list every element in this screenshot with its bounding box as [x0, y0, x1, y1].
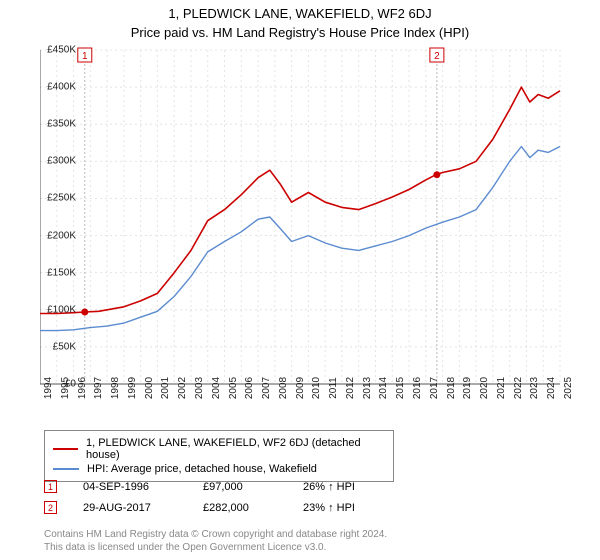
x-tick-label: 2022 [513, 377, 524, 399]
marker-row: 2 29-AUG-2017£282,00023% ↑ HPI [44, 497, 403, 518]
x-tick-label: 1998 [110, 377, 121, 399]
marker-pct: 26% ↑ HPI [303, 481, 403, 493]
x-tick-label: 1995 [60, 377, 71, 399]
marker-price: £282,000 [203, 502, 303, 514]
x-tick-label: 2021 [496, 377, 507, 399]
marker-date: 29-AUG-2017 [83, 502, 203, 514]
x-tick-label: 2019 [462, 377, 473, 399]
svg-text:2: 2 [434, 51, 440, 62]
legend-item: HPI: Average price, detached house, Wake… [53, 462, 385, 476]
x-tick-label: 2017 [429, 377, 440, 399]
chart-svg: 12 [40, 44, 600, 414]
x-tick-label: 2010 [311, 377, 322, 399]
marker-badge: 2 [44, 501, 57, 514]
marker-date: 04-SEP-1996 [83, 481, 203, 493]
y-tick-label: £150K [47, 267, 76, 278]
marker-pct: 23% ↑ HPI [303, 502, 403, 514]
x-tick-label: 2008 [278, 377, 289, 399]
x-tick-label: 2011 [328, 377, 339, 399]
chart-container: 1, PLEDWICK LANE, WAKEFIELD, WF2 6DJ Pri… [0, 0, 600, 560]
x-tick-label: 2000 [144, 377, 155, 399]
x-tick-label: 2023 [529, 377, 540, 399]
legend-swatch [53, 448, 78, 450]
marker-badge: 1 [44, 480, 57, 493]
x-tick-label: 2001 [160, 377, 171, 399]
y-tick-label: £100K [47, 304, 76, 315]
x-tick-label: 2009 [295, 377, 306, 399]
x-tick-label: 2013 [362, 377, 373, 399]
legend-label: HPI: Average price, detached house, Wake… [87, 463, 317, 475]
y-tick-label: £50K [53, 341, 76, 352]
x-tick-label: 1997 [93, 377, 104, 399]
x-tick-label: 2007 [261, 377, 272, 399]
chart-area: 12 £0£50K£100K£150K£200K£250K£300K£350K£… [40, 44, 600, 414]
svg-text:1: 1 [82, 51, 88, 62]
legend-swatch [53, 468, 79, 470]
x-tick-label: 2005 [228, 377, 239, 399]
x-tick-label: 1996 [77, 377, 88, 399]
x-tick-label: 2012 [345, 377, 356, 399]
y-tick-label: £400K [47, 82, 76, 93]
x-tick-label: 2006 [244, 377, 255, 399]
chart-title-address: 1, PLEDWICK LANE, WAKEFIELD, WF2 6DJ [0, 0, 600, 21]
x-tick-label: 2024 [546, 377, 557, 399]
x-tick-label: 2004 [211, 377, 222, 399]
marker-price: £97,000 [203, 481, 303, 493]
legend: 1, PLEDWICK LANE, WAKEFIELD, WF2 6DJ (de… [44, 430, 394, 482]
x-tick-label: 2025 [563, 377, 574, 399]
chart-title-subtitle: Price paid vs. HM Land Registry's House … [0, 21, 600, 44]
x-tick-label: 1999 [127, 377, 138, 399]
x-tick-label: 2018 [446, 377, 457, 399]
legend-label: 1, PLEDWICK LANE, WAKEFIELD, WF2 6DJ (de… [86, 437, 385, 461]
y-tick-label: £450K [47, 45, 76, 56]
x-tick-label: 2016 [412, 377, 423, 399]
x-tick-label: 2002 [177, 377, 188, 399]
y-tick-label: £250K [47, 193, 76, 204]
footer-attribution: Contains HM Land Registry data © Crown c… [44, 528, 387, 554]
x-tick-label: 2014 [378, 377, 389, 399]
footer-line1: Contains HM Land Registry data © Crown c… [44, 528, 387, 541]
x-tick-label: 2020 [479, 377, 490, 399]
y-tick-label: £350K [47, 119, 76, 130]
x-tick-label: 2003 [194, 377, 205, 399]
marker-table: 1 04-SEP-1996£97,00026% ↑ HPI 2 29-AUG-2017… [44, 476, 403, 518]
x-tick-label: 1994 [43, 377, 54, 399]
footer-line2: This data is licensed under the Open Gov… [44, 541, 387, 554]
legend-item: 1, PLEDWICK LANE, WAKEFIELD, WF2 6DJ (de… [53, 436, 385, 462]
x-tick-label: 2015 [395, 377, 406, 399]
y-tick-label: £200K [47, 230, 76, 241]
marker-row: 1 04-SEP-1996£97,00026% ↑ HPI [44, 476, 403, 497]
y-tick-label: £300K [47, 156, 76, 167]
